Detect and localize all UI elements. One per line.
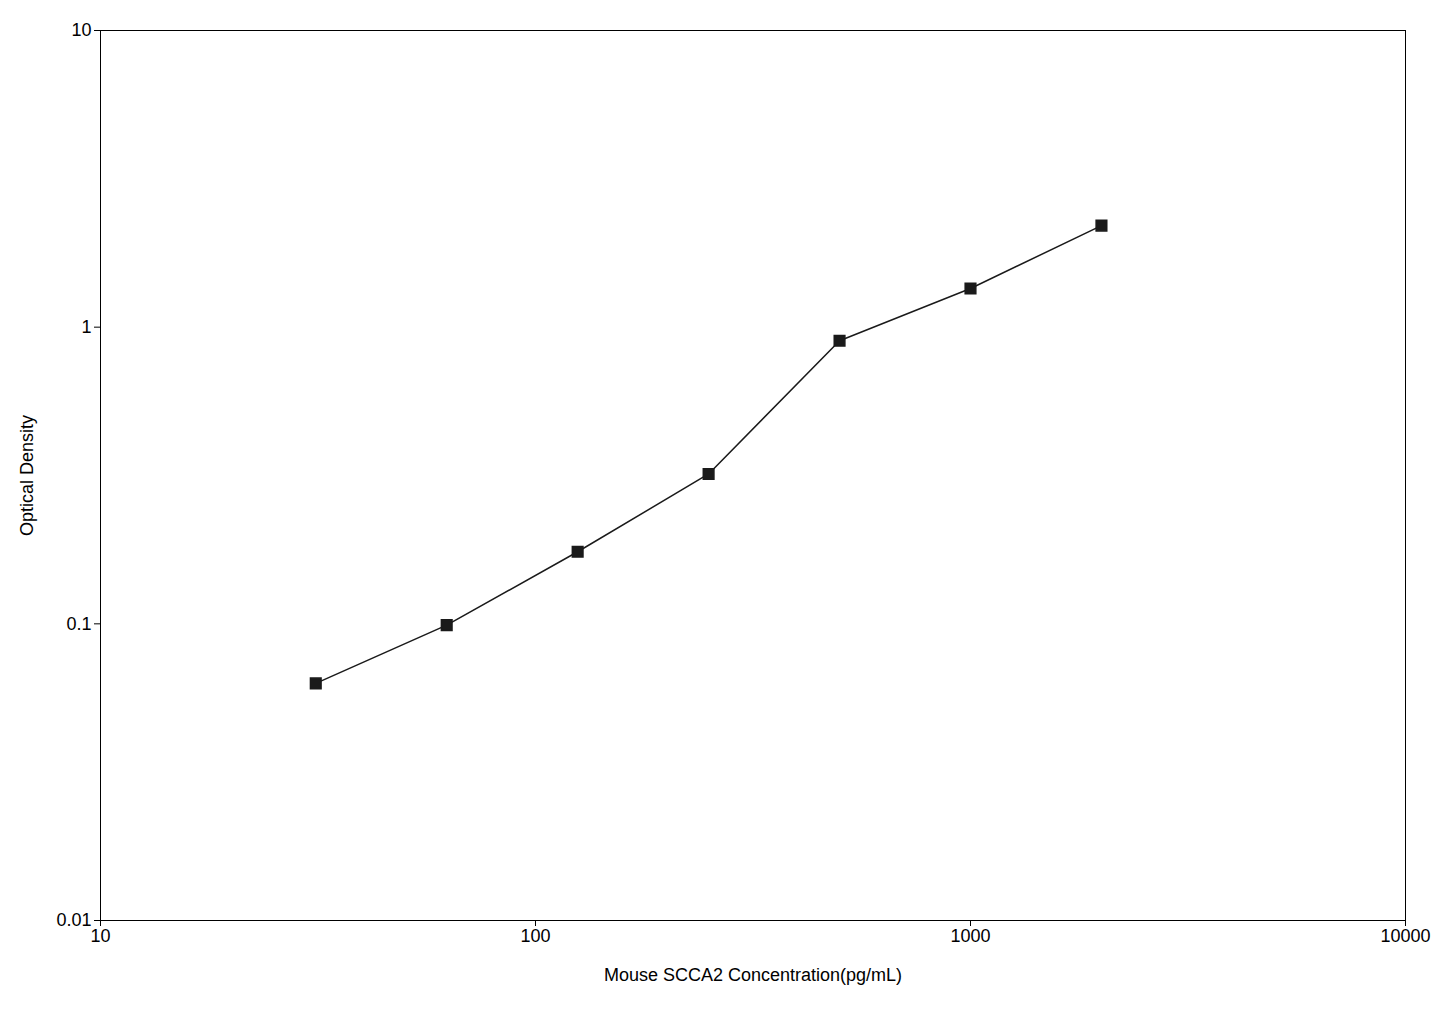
svg-text:Optical Density: Optical Density [17,415,37,536]
svg-text:0.1: 0.1 [66,614,91,634]
svg-text:0.01: 0.01 [56,910,91,930]
svg-text:10000: 10000 [1380,926,1430,946]
svg-text:1000: 1000 [950,926,990,946]
svg-text:10: 10 [71,20,91,40]
svg-text:10: 10 [90,926,110,946]
svg-text:100: 100 [520,926,550,946]
svg-text:1: 1 [81,317,91,337]
svg-text:Mouse SCCA2 Concentration(pg/m: Mouse SCCA2 Concentration(pg/mL) [604,965,902,985]
